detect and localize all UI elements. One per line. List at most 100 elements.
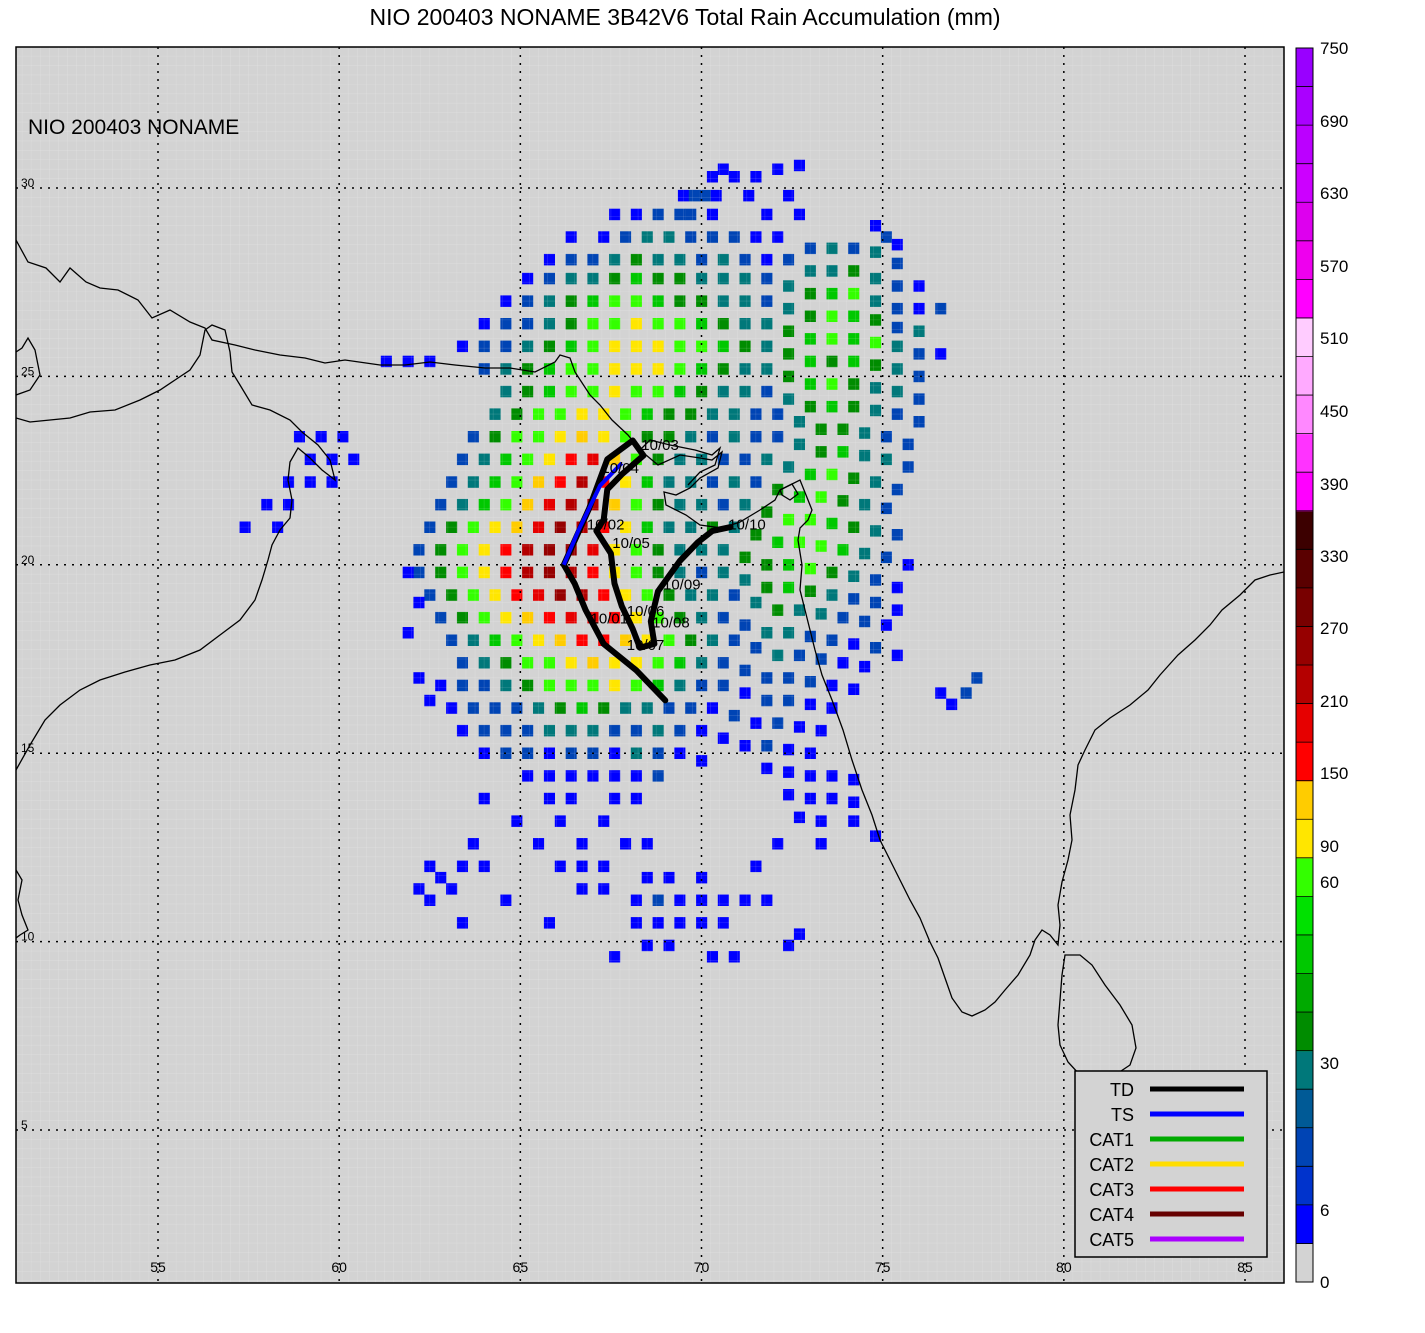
rain-cell — [663, 231, 675, 243]
rain-cell — [522, 340, 534, 353]
rain-cell — [880, 231, 892, 243]
rain-cell — [685, 589, 697, 601]
rain-cell — [772, 717, 784, 729]
colorbar-segment — [1296, 857, 1313, 897]
rain-cell — [772, 838, 784, 850]
rain-cell — [533, 702, 545, 714]
rain-cell — [793, 536, 805, 548]
rain-cell — [837, 544, 849, 556]
colorbar-label: 270 — [1320, 619, 1348, 638]
rain-cell — [783, 325, 795, 337]
colorbar-segment — [1296, 780, 1313, 820]
rain-cell — [674, 295, 686, 307]
rain-cell — [913, 416, 925, 428]
rain-cell — [761, 340, 773, 353]
rain-cell — [848, 773, 860, 786]
colorbar-segment — [1296, 163, 1313, 203]
somalia-coast — [16, 869, 29, 939]
rain-cell — [826, 679, 838, 692]
rain-cell — [804, 378, 816, 390]
lat-tick-label: 30 — [21, 176, 35, 190]
rain-cell — [609, 363, 621, 375]
rain-cell — [717, 318, 729, 330]
rain-cell — [902, 461, 914, 473]
rain-cell — [706, 408, 718, 420]
kathiawar-inner-coast — [779, 483, 799, 501]
lon-tick-label: 80 — [1056, 1259, 1072, 1275]
rain-cell — [826, 468, 838, 481]
colorbar-label: 690 — [1320, 112, 1348, 131]
rain-cell — [891, 649, 903, 662]
rain-cell — [543, 747, 555, 759]
rain-cell — [565, 498, 577, 511]
rain-cell — [685, 634, 697, 646]
rain-cell — [641, 838, 653, 850]
rain-cell — [446, 476, 458, 488]
colorbar-segment — [1296, 317, 1313, 357]
rain-cell — [630, 544, 642, 556]
rain-cell — [565, 363, 577, 375]
rain-cell — [576, 476, 588, 488]
rain-cell — [750, 231, 762, 243]
rain-cell — [652, 894, 664, 906]
rain-cell — [587, 657, 599, 669]
rain-cell — [717, 340, 729, 353]
legend-label: TD — [1110, 1080, 1134, 1100]
rain-cell — [826, 517, 838, 530]
rain-cell — [804, 676, 816, 688]
rain-cell — [543, 770, 555, 782]
rain-cell — [478, 679, 490, 692]
rain-cell — [565, 657, 577, 669]
rain-cell — [446, 883, 458, 895]
rain-cell — [761, 694, 773, 707]
rain-cell — [696, 871, 708, 884]
rain-cell — [402, 566, 414, 579]
rain-cell — [424, 694, 436, 707]
rain-cell — [620, 838, 632, 850]
rain-cell — [630, 363, 642, 375]
track-date-label: 10/07 — [627, 637, 665, 654]
rain-cell — [543, 566, 555, 579]
rain-cell — [696, 679, 708, 692]
rain-cell — [739, 340, 751, 353]
rain-cell — [456, 498, 468, 511]
rain-cell — [750, 596, 762, 609]
rain-cell — [674, 724, 686, 737]
rain-cell — [891, 604, 903, 616]
rain-cell — [587, 544, 599, 556]
rain-cell — [522, 363, 534, 375]
rain-cell — [424, 894, 436, 906]
rain-cell — [533, 589, 545, 601]
rain-cell — [630, 792, 642, 805]
rain-cell — [652, 272, 664, 285]
rain-cell — [696, 894, 708, 906]
rain-cell — [609, 318, 621, 330]
rain-cell — [815, 491, 827, 503]
rain-cell — [717, 611, 729, 624]
colorbar-segment — [1296, 1204, 1313, 1244]
rain-cell — [728, 476, 740, 488]
rain-cell — [783, 513, 795, 526]
rain-cell — [772, 431, 784, 443]
rain-cell — [565, 231, 577, 243]
rain-cell — [576, 702, 588, 714]
rain-cell — [522, 747, 534, 759]
rain-cell — [717, 732, 729, 744]
rain-cell — [435, 544, 447, 556]
rain-cell — [783, 189, 795, 202]
rain-cell — [870, 220, 882, 232]
rain-cell — [620, 476, 632, 488]
rain-cell — [826, 265, 838, 277]
rain-cell — [609, 295, 621, 307]
rain-cell — [804, 333, 816, 345]
rain-cell — [783, 253, 795, 266]
rain-cell — [870, 336, 882, 349]
rain-cell — [793, 159, 805, 172]
rain-cell — [522, 385, 534, 398]
rain-cell — [478, 657, 490, 669]
rain-cell — [652, 747, 664, 759]
rain-cell — [804, 242, 816, 255]
rain-cell — [728, 408, 740, 420]
rain-cell — [891, 408, 903, 420]
